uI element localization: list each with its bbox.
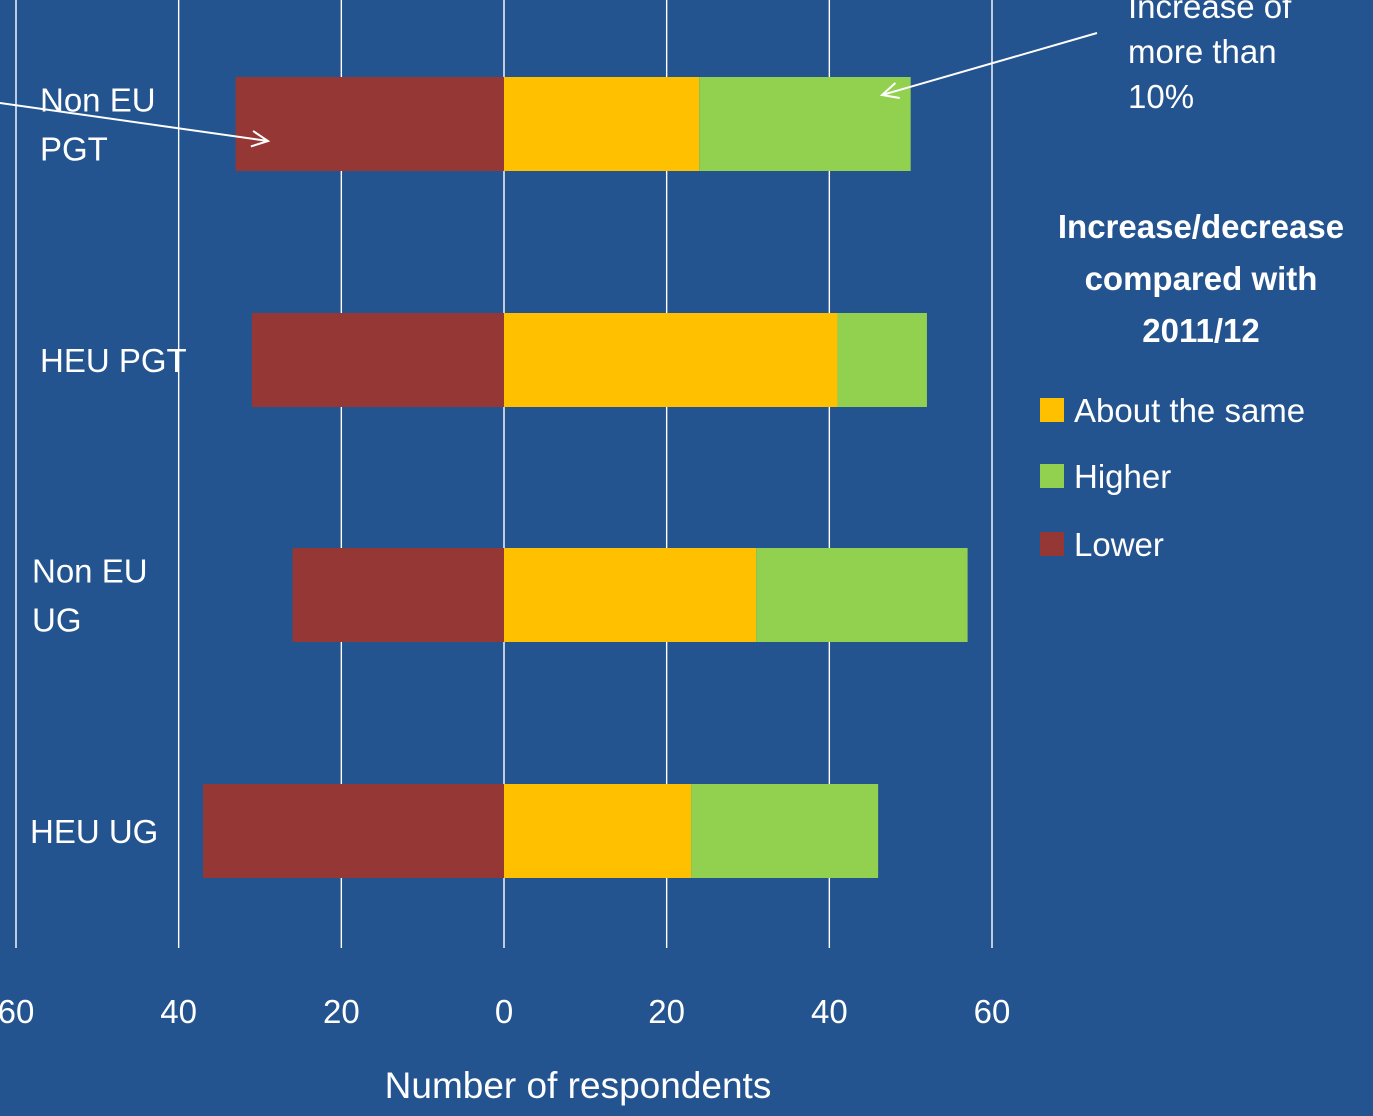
x-tick-label: 40 (811, 993, 848, 1030)
bar-lower (235, 77, 504, 171)
x-axis-title: Number of respondents (385, 1065, 772, 1106)
annotation-arrow-lower-head (250, 130, 271, 148)
category-label: Non EU UG (32, 553, 148, 639)
annotation-arrow-lower (0, 102, 269, 142)
legend-title: Increase/decrease compared with 2011/12 (1058, 208, 1344, 349)
x-tick-label: 0 (495, 993, 513, 1030)
tick-labels: 60 40 20 0 20 40 60 (0, 993, 1010, 1030)
x-tick-label: 20 (323, 993, 360, 1030)
category-label: HEU UG (30, 813, 158, 850)
bar-higher (691, 784, 879, 878)
annotations: Increase of more than 10% (0, 0, 1292, 148)
legend: Increase/decrease compared with 2011/12 Abo… (1040, 208, 1344, 563)
bar-higher (699, 77, 911, 171)
x-tick-label: 60 (0, 993, 34, 1030)
legend-swatch (1040, 398, 1064, 422)
annotation-text: Increase of more than 10% (1128, 0, 1292, 115)
legend-label: About the same (1074, 392, 1305, 429)
legend-swatch (1040, 532, 1064, 556)
bar-about-the-same (504, 77, 700, 171)
bar-lower (251, 313, 504, 407)
category-label: Non EU PGT (40, 82, 156, 168)
x-tick-label: 40 (160, 993, 197, 1030)
bar-higher (756, 548, 968, 642)
bar-about-the-same (504, 548, 757, 642)
bar-higher (837, 313, 927, 407)
category-label: HEU PGT (40, 342, 187, 379)
category-labels: Non EU PGT HEU PGT Non EU UG HEU UG (30, 82, 187, 851)
bar-about-the-same (504, 784, 692, 878)
legend-label: Higher (1074, 458, 1171, 495)
bar-lower (292, 548, 504, 642)
x-tick-label: 20 (648, 993, 685, 1030)
x-tick-label: 60 (974, 993, 1011, 1030)
annotation-arrow-higher-head (879, 82, 900, 100)
legend-label: Lower (1074, 526, 1164, 563)
annotation-arrow-higher (881, 32, 1098, 96)
legend-swatch (1040, 464, 1064, 488)
bar-lower (203, 784, 505, 878)
bars (203, 77, 968, 878)
bar-about-the-same (504, 313, 838, 407)
